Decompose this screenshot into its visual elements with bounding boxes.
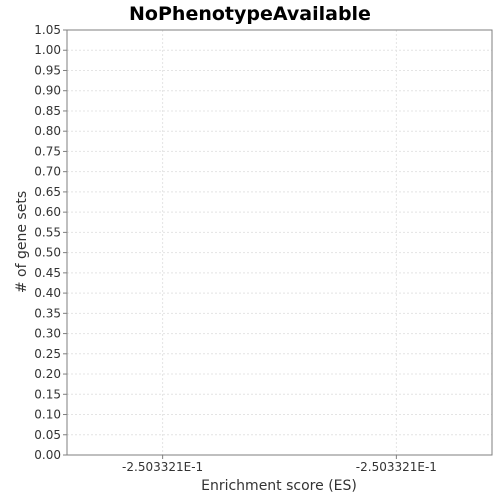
y-tick-label: 0.60 bbox=[34, 205, 61, 219]
y-tick-label: 1.00 bbox=[34, 43, 61, 57]
y-axis-ticks: 0.00 0.05 0.10 0.15 0.20 0.25 0.30 0.35 0.40 0.45… bbox=[34, 23, 67, 462]
x-axis-ticks: -2.503321E-1 -2.503321E-1 bbox=[122, 455, 437, 474]
y-tick-label: 0.10 bbox=[34, 408, 61, 422]
y-tick-label: 0.20 bbox=[34, 367, 61, 381]
plot-area bbox=[66, 29, 493, 456]
y-tick-label: 0.45 bbox=[34, 266, 61, 280]
x-gridlines bbox=[162, 30, 397, 455]
y-tick-label: 0.50 bbox=[34, 246, 61, 260]
y-tick-label: 0.35 bbox=[34, 306, 61, 320]
y-tick-label: 0.80 bbox=[34, 124, 61, 138]
y-tick-label: 0.75 bbox=[34, 144, 61, 158]
y-tick-label: 0.05 bbox=[34, 428, 61, 442]
y-tick-label: 0.95 bbox=[34, 63, 61, 77]
chart-title: NoPhenotypeAvailable bbox=[129, 3, 371, 25]
y-tick-label: 0.00 bbox=[34, 448, 61, 462]
y-gridlines bbox=[67, 29, 492, 456]
x-axis-label: Enrichment score (ES) bbox=[201, 478, 357, 494]
y-tick-label: 0.65 bbox=[34, 185, 61, 199]
y-tick-label: 0.85 bbox=[34, 104, 61, 118]
y-tick-label: 1.05 bbox=[34, 23, 61, 37]
y-tick-label: 0.15 bbox=[34, 387, 61, 401]
y-tick-label: 0.90 bbox=[34, 84, 61, 98]
y-tick-label: 0.55 bbox=[34, 225, 61, 239]
y-axis-label: # of gene sets bbox=[14, 191, 30, 293]
y-tick-label: 0.40 bbox=[34, 286, 61, 300]
y-tick-label: 0.30 bbox=[34, 327, 61, 341]
x-tick-label: -2.503321E-1 bbox=[122, 460, 203, 474]
x-tick-label: -2.503321E-1 bbox=[356, 460, 437, 474]
y-tick-label: 0.70 bbox=[34, 165, 61, 179]
y-tick-label: 0.25 bbox=[34, 347, 61, 361]
